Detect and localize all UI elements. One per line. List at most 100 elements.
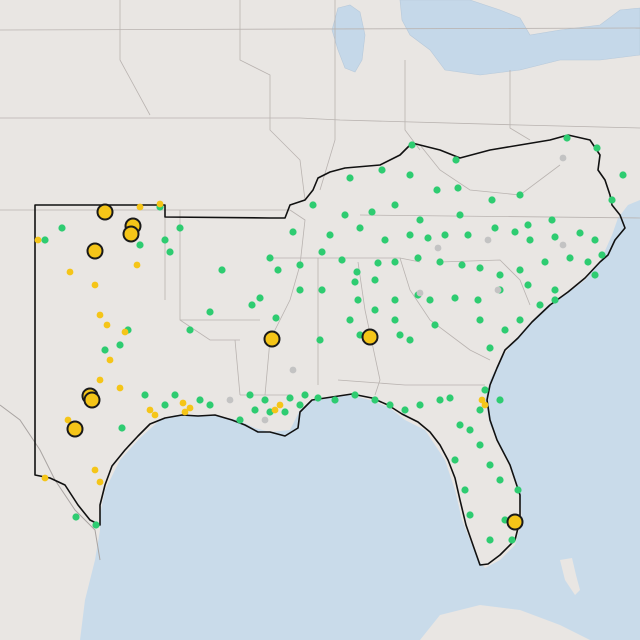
green-marker[interactable] bbox=[316, 336, 324, 344]
green-marker[interactable] bbox=[101, 346, 109, 354]
green-marker[interactable] bbox=[261, 396, 269, 404]
green-marker[interactable] bbox=[563, 134, 571, 142]
green-marker[interactable] bbox=[338, 256, 346, 264]
green-marker[interactable] bbox=[551, 286, 559, 294]
green-marker[interactable] bbox=[476, 264, 484, 272]
yellow-marker[interactable] bbox=[96, 376, 104, 384]
green-marker[interactable] bbox=[246, 391, 254, 399]
yellow-marker[interactable] bbox=[156, 200, 164, 208]
yellow-marker[interactable] bbox=[121, 328, 129, 336]
yellow-marker[interactable] bbox=[151, 411, 159, 419]
green-marker[interactable] bbox=[466, 511, 474, 519]
green-marker[interactable] bbox=[491, 224, 499, 232]
green-marker[interactable] bbox=[486, 344, 494, 352]
green-marker[interactable] bbox=[256, 294, 264, 302]
green-marker[interactable] bbox=[301, 391, 309, 399]
green-marker[interactable] bbox=[346, 174, 354, 182]
yellow-marker[interactable] bbox=[96, 311, 104, 319]
gray-marker[interactable] bbox=[484, 236, 492, 244]
green-marker[interactable] bbox=[281, 408, 289, 416]
green-marker[interactable] bbox=[351, 278, 359, 286]
green-marker[interactable] bbox=[391, 316, 399, 324]
green-marker[interactable] bbox=[551, 233, 559, 241]
green-marker[interactable] bbox=[501, 326, 509, 334]
green-marker[interactable] bbox=[451, 456, 459, 464]
yellow-marker[interactable] bbox=[146, 406, 154, 414]
yellow-marker[interactable] bbox=[91, 281, 99, 289]
green-marker[interactable] bbox=[391, 201, 399, 209]
green-marker[interactable] bbox=[72, 513, 80, 521]
green-marker[interactable] bbox=[486, 461, 494, 469]
green-marker[interactable] bbox=[541, 258, 549, 266]
green-marker[interactable] bbox=[516, 316, 524, 324]
green-marker[interactable] bbox=[196, 396, 204, 404]
green-marker[interactable] bbox=[584, 258, 592, 266]
green-marker[interactable] bbox=[524, 221, 532, 229]
yellow-marker[interactable] bbox=[41, 474, 49, 482]
large-marker[interactable] bbox=[83, 391, 101, 409]
green-marker[interactable] bbox=[416, 216, 424, 224]
green-marker[interactable] bbox=[41, 236, 49, 244]
green-marker[interactable] bbox=[353, 268, 361, 276]
green-marker[interactable] bbox=[318, 286, 326, 294]
green-marker[interactable] bbox=[371, 306, 379, 314]
green-marker[interactable] bbox=[161, 401, 169, 409]
green-marker[interactable] bbox=[368, 208, 376, 216]
green-marker[interactable] bbox=[296, 286, 304, 294]
green-marker[interactable] bbox=[331, 396, 339, 404]
yellow-marker[interactable] bbox=[481, 401, 489, 409]
green-marker[interactable] bbox=[446, 394, 454, 402]
large-marker[interactable] bbox=[263, 330, 281, 348]
green-marker[interactable] bbox=[576, 229, 584, 237]
green-marker[interactable] bbox=[408, 141, 416, 149]
yellow-marker[interactable] bbox=[96, 478, 104, 486]
green-marker[interactable] bbox=[526, 236, 534, 244]
large-marker[interactable] bbox=[506, 513, 524, 531]
green-marker[interactable] bbox=[118, 424, 126, 432]
green-marker[interactable] bbox=[536, 301, 544, 309]
yellow-marker[interactable] bbox=[66, 268, 74, 276]
green-marker[interactable] bbox=[464, 231, 472, 239]
yellow-marker[interactable] bbox=[116, 384, 124, 392]
green-marker[interactable] bbox=[619, 171, 627, 179]
green-marker[interactable] bbox=[218, 266, 226, 274]
yellow-marker[interactable] bbox=[133, 261, 141, 269]
green-marker[interactable] bbox=[356, 224, 364, 232]
green-marker[interactable] bbox=[431, 321, 439, 329]
yellow-marker[interactable] bbox=[103, 321, 111, 329]
green-marker[interactable] bbox=[236, 416, 244, 424]
green-marker[interactable] bbox=[351, 391, 359, 399]
green-marker[interactable] bbox=[286, 394, 294, 402]
green-marker[interactable] bbox=[508, 536, 516, 544]
green-marker[interactable] bbox=[598, 251, 606, 259]
yellow-marker[interactable] bbox=[276, 401, 284, 409]
gray-marker[interactable] bbox=[289, 366, 297, 374]
green-marker[interactable] bbox=[591, 236, 599, 244]
green-marker[interactable] bbox=[496, 396, 504, 404]
green-marker[interactable] bbox=[401, 406, 409, 414]
yellow-marker[interactable] bbox=[136, 203, 144, 211]
large-marker[interactable] bbox=[122, 225, 140, 243]
yellow-marker[interactable] bbox=[34, 236, 42, 244]
green-marker[interactable] bbox=[456, 211, 464, 219]
green-marker[interactable] bbox=[566, 254, 574, 262]
green-marker[interactable] bbox=[426, 296, 434, 304]
green-marker[interactable] bbox=[466, 426, 474, 434]
green-marker[interactable] bbox=[171, 391, 179, 399]
green-marker[interactable] bbox=[251, 406, 259, 414]
yellow-marker[interactable] bbox=[186, 404, 194, 412]
green-marker[interactable] bbox=[441, 231, 449, 239]
green-marker[interactable] bbox=[116, 341, 124, 349]
yellow-marker[interactable] bbox=[271, 406, 279, 414]
green-marker[interactable] bbox=[378, 166, 386, 174]
green-marker[interactable] bbox=[371, 276, 379, 284]
gray-marker[interactable] bbox=[494, 286, 502, 294]
gray-marker[interactable] bbox=[559, 241, 567, 249]
green-marker[interactable] bbox=[136, 241, 144, 249]
green-marker[interactable] bbox=[289, 228, 297, 236]
yellow-marker[interactable] bbox=[106, 356, 114, 364]
green-marker[interactable] bbox=[458, 261, 466, 269]
green-marker[interactable] bbox=[524, 281, 532, 289]
green-marker[interactable] bbox=[341, 211, 349, 219]
green-marker[interactable] bbox=[266, 254, 274, 262]
